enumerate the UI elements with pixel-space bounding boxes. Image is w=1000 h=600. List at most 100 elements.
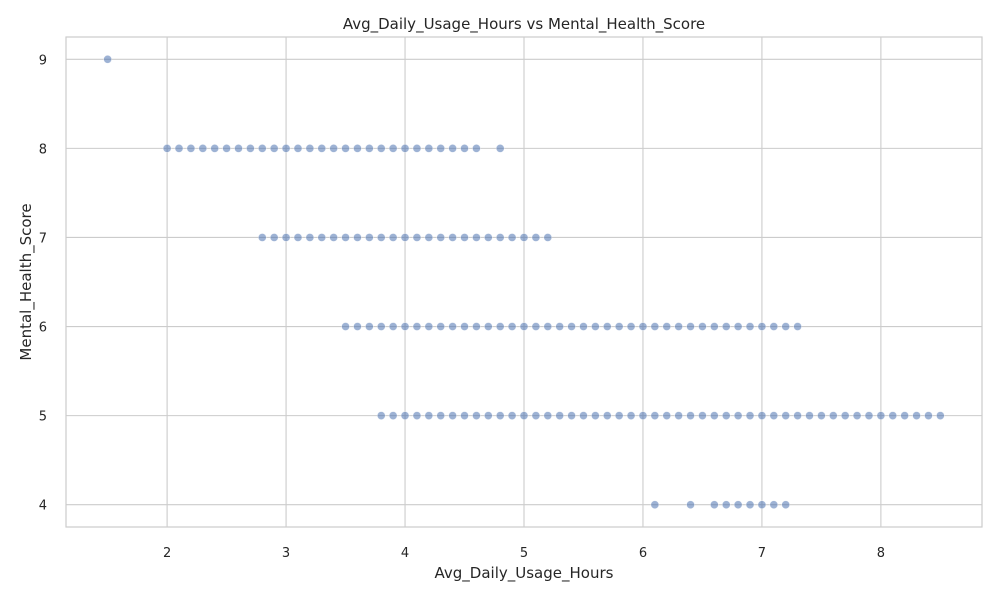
data-point (602, 411, 612, 420)
data-point (543, 322, 553, 331)
data-point (472, 233, 481, 242)
data-point (353, 322, 362, 331)
data-point (341, 233, 350, 242)
data-point (602, 322, 612, 331)
data-point (840, 411, 850, 420)
data-point (484, 411, 493, 420)
data-point (686, 500, 695, 510)
data-point (365, 144, 374, 153)
data-point (472, 144, 481, 153)
data-point (376, 411, 386, 420)
data-point (400, 233, 410, 242)
data-point (769, 500, 779, 510)
data-point (293, 144, 303, 153)
data-point (793, 322, 802, 331)
data-point (376, 322, 386, 331)
data-point (757, 411, 767, 420)
data-point (495, 322, 505, 331)
y-tick-labels: 4 5 6 7 8 9 (39, 53, 47, 513)
data-point (781, 411, 791, 420)
data-point (781, 322, 791, 331)
data-point (888, 411, 898, 420)
data-point (579, 411, 588, 420)
data-point (436, 411, 446, 420)
data-point (269, 144, 279, 153)
data-point (484, 322, 493, 331)
data-point (626, 411, 636, 420)
data-point (721, 500, 731, 510)
plot-frame (65, 36, 983, 528)
chart-title: Avg_Daily_Usage_Hours vs Mental_Health_S… (343, 15, 705, 34)
y-tick-label: 4 (39, 499, 47, 514)
y-tick-label: 5 (39, 410, 47, 425)
data-point (555, 411, 564, 420)
data-point (293, 233, 303, 242)
data-point (495, 144, 505, 153)
data-point (257, 144, 267, 153)
data-point (329, 233, 338, 242)
x-tick-label: 5 (520, 546, 528, 561)
data-point (412, 233, 422, 242)
data-point (507, 411, 517, 420)
data-point (733, 411, 743, 420)
data-point (614, 322, 624, 331)
data-point (353, 144, 362, 153)
data-point (924, 411, 933, 420)
data-point (710, 500, 719, 510)
data-point (793, 411, 802, 420)
data-point (460, 233, 469, 242)
data-point (769, 322, 779, 331)
data-point (733, 322, 743, 331)
data-point (876, 411, 886, 420)
data-point (698, 411, 707, 420)
data-point (436, 233, 446, 242)
data-point (400, 144, 410, 153)
data-point (543, 233, 553, 242)
data-point (186, 144, 196, 153)
data-point (936, 411, 945, 420)
data-point (448, 411, 457, 420)
data-point (281, 144, 291, 153)
data-point (472, 411, 481, 420)
data-point (305, 233, 315, 242)
data-point (567, 322, 576, 331)
data-point (246, 144, 255, 153)
data-point (614, 411, 624, 420)
x-tick-label: 2 (163, 546, 171, 561)
data-point (912, 411, 921, 420)
data-point (531, 411, 541, 420)
data-point (365, 322, 374, 331)
data-point (591, 411, 600, 420)
data-point (388, 322, 398, 331)
data-point (341, 322, 350, 331)
data-point (484, 233, 493, 242)
data-point (495, 233, 505, 242)
data-point (460, 411, 469, 420)
y-tick-label: 7 (39, 231, 47, 246)
data-point (769, 411, 779, 420)
data-point (507, 322, 517, 331)
data-point (174, 144, 184, 153)
data-point (234, 144, 243, 153)
data-point (412, 144, 422, 153)
data-point (317, 233, 327, 242)
x-tick-label: 4 (401, 546, 409, 561)
data-point (638, 322, 648, 331)
data-point (579, 322, 588, 331)
data-point (817, 411, 826, 420)
x-tick-label: 8 (877, 546, 885, 561)
data-point (555, 322, 564, 331)
data-point (400, 322, 410, 331)
data-point (650, 411, 660, 420)
y-tick-label: 8 (39, 142, 47, 157)
y-tick-label: 6 (39, 321, 47, 336)
data-point (198, 144, 208, 153)
data-point (495, 411, 505, 420)
data-point (686, 411, 695, 420)
data-point (103, 54, 112, 64)
data-point (638, 411, 648, 420)
x-tick-label: 6 (639, 546, 647, 561)
data-point (436, 322, 446, 331)
data-point (781, 500, 791, 510)
